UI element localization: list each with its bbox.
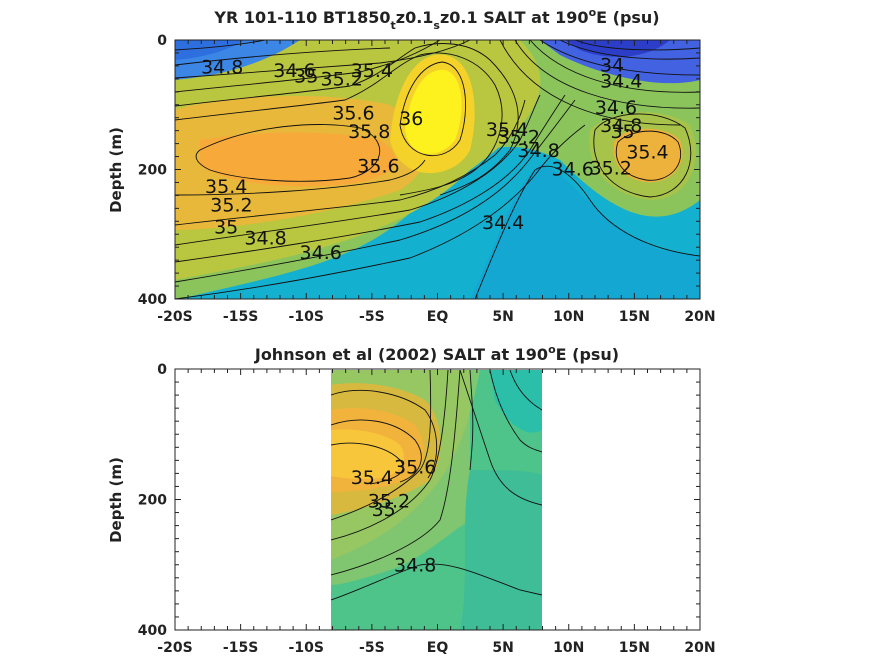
contour-label: 35.6	[394, 456, 436, 478]
top-y-axis-label: Depth (m)	[107, 127, 125, 213]
contour-label: 35	[372, 499, 396, 521]
bottom-salinity-field	[331, 370, 542, 630]
contour-label: 35.2	[210, 195, 252, 217]
contour-label: 34	[600, 55, 624, 77]
bottom-contour-labels: 35.435.235 35.6 34.8	[351, 456, 437, 576]
contour-label: 35.4	[205, 176, 247, 198]
contour-label: 34.8	[517, 140, 559, 162]
contour-label: 35.6	[332, 103, 374, 125]
contour-label: 34.6	[273, 60, 315, 82]
bottom-axis-ticks: -20S -15S -10S -5S EQ 5N 10N 15N 20N 0 200 400	[138, 362, 716, 656]
top-contour-labels: 34.8 34.635 35.235.435.635.83635.635.435.2…	[201, 55, 669, 264]
contour-label: 35.4	[626, 141, 668, 163]
y-tick-label: 0	[157, 362, 167, 378]
contour-label: 35	[294, 66, 318, 88]
x-tick-label: -5S	[359, 640, 385, 656]
contour-label: 36	[399, 108, 423, 130]
contour-label: 34.6	[595, 97, 637, 119]
contour-label: 34.8	[394, 554, 436, 576]
x-tick-label: -20S	[157, 640, 192, 656]
contour-label: 35.6	[357, 156, 399, 178]
bottom-panel-title: Johnson et al (2002) SALT at 190oE (psu)	[254, 343, 619, 364]
contour-label: 34.6	[552, 158, 594, 180]
x-tick-label: 20N	[684, 640, 715, 656]
contour-label: 34.4	[482, 212, 524, 234]
top-panel: YR 101-110 BT1850tz0.1sz0.1 SALT at 190o…	[107, 6, 716, 325]
contour-label: 35.2	[321, 68, 363, 90]
x-tick-label: 15N	[619, 309, 650, 325]
y-tick-label: 200	[138, 163, 167, 179]
contour-label: 34.4	[600, 70, 642, 92]
contour-label: 35.4	[486, 119, 528, 141]
bottom-y-axis-label: Depth (m)	[107, 457, 125, 543]
x-tick-label: -10S	[289, 640, 324, 656]
x-tick-label: EQ	[427, 640, 449, 656]
contour-label: 34.8	[244, 228, 286, 250]
x-tick-label: 5N	[492, 640, 513, 656]
top-panel-title: YR 101-110 BT1850tz0.1sz0.1 SALT at 190o…	[213, 6, 659, 32]
contour-label: 35	[214, 217, 238, 239]
x-tick-label: EQ	[427, 309, 449, 325]
contour-label: 35.2	[498, 127, 540, 149]
contour-label: 34.6	[300, 242, 342, 264]
y-tick-label: 200	[138, 493, 167, 509]
x-tick-label: -15S	[223, 309, 258, 325]
x-tick-label: -20S	[157, 309, 192, 325]
x-tick-label: -10S	[289, 309, 324, 325]
bottom-contours	[331, 370, 542, 601]
y-tick-label: 400	[138, 292, 167, 308]
y-tick-label: 400	[138, 623, 167, 639]
top-contours	[175, 40, 700, 299]
x-tick-label: 15N	[619, 640, 650, 656]
contour-label: 34.8	[201, 57, 243, 79]
contour-label: 35.4	[351, 60, 393, 82]
bottom-panel: Johnson et al (2002) SALT at 190oE (psu)	[107, 343, 716, 656]
top-salinity-field	[175, 40, 700, 299]
y-tick-label: 0	[157, 33, 167, 49]
contour-label: 35.4	[351, 467, 393, 489]
x-tick-label: 5N	[492, 309, 513, 325]
contour-label: 35.8	[348, 121, 390, 143]
x-tick-label: 10N	[553, 309, 584, 325]
contour-label: 35.2	[368, 490, 410, 512]
contour-label: 35	[610, 121, 634, 143]
top-axis-ticks: -20S -15S -10S -5S EQ 5N 10N 15N 20N 0 200 400	[138, 33, 716, 325]
x-tick-label: -15S	[223, 640, 258, 656]
x-tick-label: 20N	[684, 309, 715, 325]
x-tick-label: -5S	[359, 309, 385, 325]
x-tick-label: 10N	[553, 640, 584, 656]
contour-label: 34.8	[600, 115, 642, 137]
contour-label: 35.2	[590, 158, 632, 180]
